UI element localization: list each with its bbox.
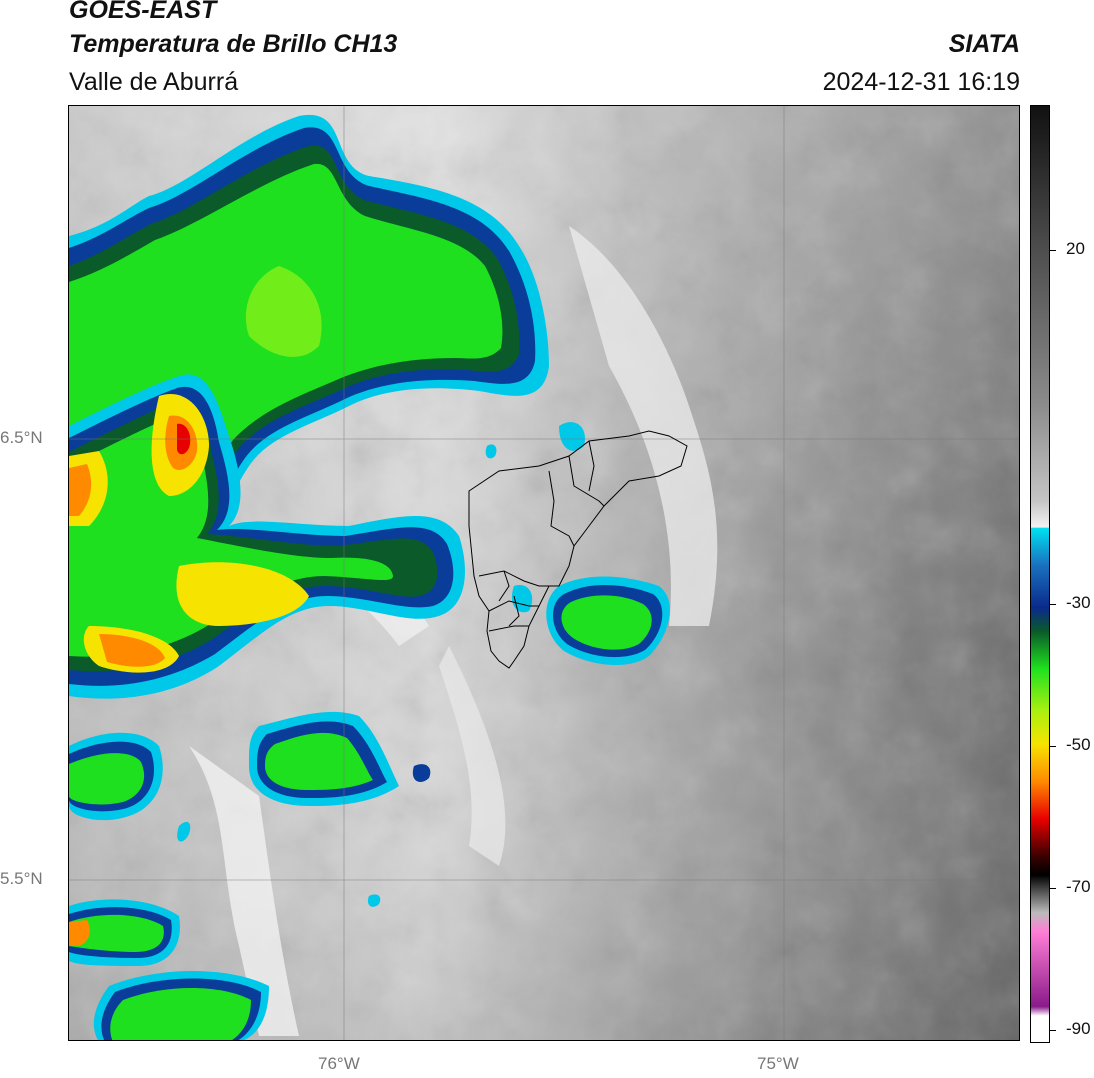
colorbar-label-20: 20 bbox=[1066, 239, 1085, 258]
organization-label: SIATA bbox=[948, 30, 1020, 58]
temperature-colorbar bbox=[1030, 105, 1050, 1043]
colorbar-tick bbox=[1050, 1030, 1056, 1031]
latitude-label-6-5: 6.5°N bbox=[0, 428, 43, 447]
convective-cloud-east bbox=[546, 576, 670, 666]
colorbar-label-minus-30: -30 bbox=[1066, 593, 1091, 612]
colorbar-gradient bbox=[1031, 106, 1049, 1042]
graticule bbox=[69, 106, 1019, 1040]
colorbar-tick bbox=[1050, 250, 1056, 251]
colorbar-tick bbox=[1050, 604, 1056, 605]
satellite-map[interactable] bbox=[68, 105, 1020, 1041]
colorbar-label-minus-70: -70 bbox=[1066, 877, 1091, 896]
map-title-satellite: GOES-EAST bbox=[69, 0, 217, 24]
map-title-product: Temperatura de Brillo CH13 bbox=[69, 30, 398, 58]
longitude-label-75: 75°W bbox=[757, 1054, 799, 1073]
colorbar-label-minus-90: -90 bbox=[1066, 1019, 1091, 1038]
colorbar-tick bbox=[1050, 888, 1056, 889]
map-subtitle-region: Valle de Aburrá bbox=[69, 68, 239, 96]
convective-cloud-west bbox=[69, 374, 465, 699]
brightness-temperature-field bbox=[69, 106, 1019, 1040]
colorbar-tick bbox=[1050, 746, 1056, 747]
longitude-label-76: 76°W bbox=[318, 1054, 360, 1073]
convective-cloud-southwest bbox=[69, 422, 585, 1040]
colorbar-label-minus-50: -50 bbox=[1066, 735, 1091, 754]
aburra-valley-boundary bbox=[468, 430, 688, 669]
latitude-label-5-5: 5.5°N bbox=[0, 869, 43, 888]
timestamp-label: 2024-12-31 16:19 bbox=[822, 68, 1020, 96]
